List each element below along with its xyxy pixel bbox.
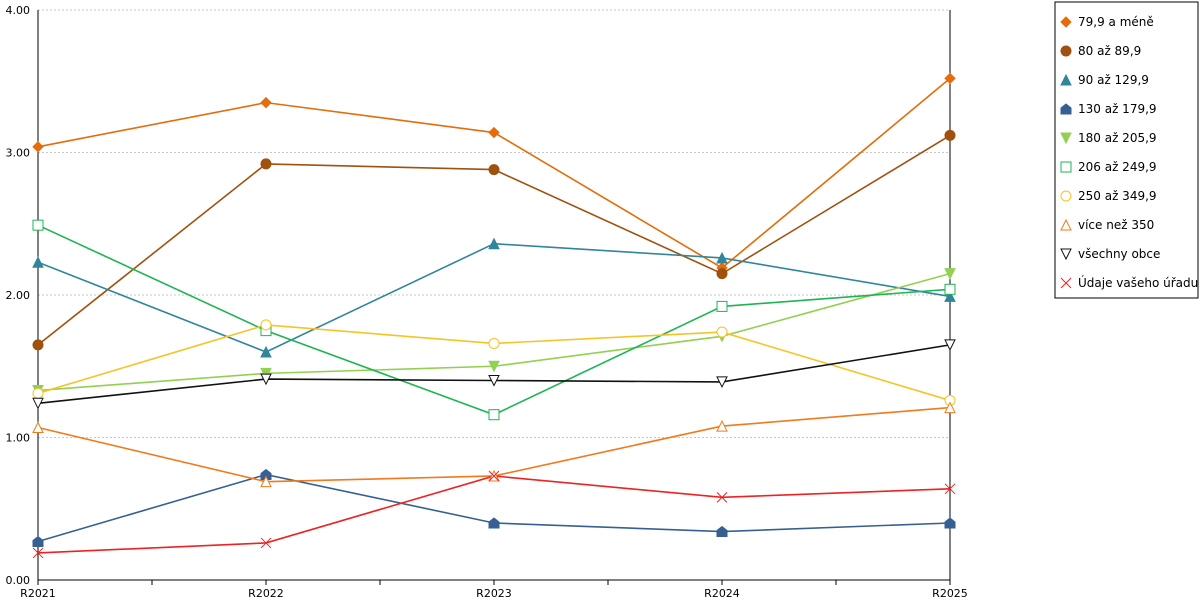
data-point bbox=[488, 360, 500, 373]
data-point bbox=[488, 337, 500, 349]
data-point bbox=[488, 409, 500, 421]
x-tick-label: R2021 bbox=[20, 587, 56, 600]
data-point bbox=[32, 387, 44, 399]
legend-label: 130 až 179,9 bbox=[1078, 102, 1157, 116]
x-tick-label: R2024 bbox=[704, 587, 740, 600]
data-point bbox=[260, 373, 272, 386]
data-point bbox=[716, 491, 728, 503]
data-point bbox=[944, 283, 956, 295]
data-point bbox=[32, 339, 44, 351]
x-stroke bbox=[716, 491, 728, 503]
data-point bbox=[716, 376, 728, 389]
legend-marker bbox=[1060, 218, 1072, 231]
data-point bbox=[32, 421, 44, 434]
data-point bbox=[260, 367, 272, 380]
legend-marker bbox=[1060, 45, 1072, 57]
data-point bbox=[944, 72, 956, 85]
x-tick-label: R2025 bbox=[932, 587, 968, 600]
data-point bbox=[716, 268, 728, 280]
data-point bbox=[32, 256, 44, 268]
legend-marker bbox=[1060, 248, 1072, 261]
data-point bbox=[32, 219, 44, 231]
legend-marker bbox=[1060, 16, 1072, 28]
x-stroke bbox=[1060, 277, 1072, 289]
data-point bbox=[716, 300, 728, 312]
x-tick-label: R2022 bbox=[248, 587, 284, 600]
legend-marker bbox=[1060, 277, 1072, 289]
legend-marker bbox=[1060, 103, 1072, 115]
data-point bbox=[944, 290, 956, 302]
x-stroke bbox=[944, 483, 956, 495]
data-point bbox=[944, 268, 956, 280]
data-point bbox=[260, 96, 272, 109]
data-point bbox=[32, 535, 44, 548]
y-tick-label: 1.00 bbox=[6, 432, 31, 445]
data-point bbox=[488, 470, 500, 482]
series-line bbox=[37, 473, 951, 543]
y-tick-label: 4.00 bbox=[6, 4, 31, 17]
x-tick-label: R2023 bbox=[476, 587, 512, 600]
series-line bbox=[37, 242, 951, 353]
data-point bbox=[488, 126, 500, 139]
legend-label: 79,9 a méně bbox=[1078, 15, 1154, 29]
legend-label: všechny obce bbox=[1078, 247, 1160, 261]
legend-marker bbox=[1060, 190, 1072, 202]
series-line bbox=[37, 272, 951, 392]
data-point bbox=[488, 375, 500, 387]
legend-label: 206 až 249,9 bbox=[1078, 160, 1157, 174]
x-stroke bbox=[488, 470, 500, 482]
legend-marker bbox=[1060, 132, 1072, 145]
data-point bbox=[260, 319, 272, 331]
data-point bbox=[260, 345, 272, 358]
data-point bbox=[716, 326, 728, 338]
legend-box bbox=[1054, 1, 1199, 299]
data-point bbox=[488, 164, 500, 176]
data-point bbox=[260, 537, 272, 549]
data-point bbox=[944, 483, 956, 495]
legend-label: 80 až 89,9 bbox=[1078, 44, 1141, 58]
legend-label: 180 až 205,9 bbox=[1078, 131, 1157, 145]
data-point bbox=[716, 251, 728, 264]
data-point bbox=[32, 397, 44, 410]
y-tick-label: 2.00 bbox=[6, 289, 31, 302]
data-point bbox=[32, 141, 44, 153]
y-tick-label: 3.00 bbox=[6, 147, 31, 160]
data-point bbox=[944, 517, 956, 529]
data-point bbox=[716, 525, 728, 538]
x-stroke bbox=[32, 547, 44, 559]
legend-label: Údaje vašeho úřadu bbox=[1078, 275, 1198, 290]
legend-marker bbox=[1060, 161, 1072, 173]
data-point bbox=[944, 339, 956, 351]
data-point bbox=[260, 475, 272, 488]
legend-label: 90 až 129,9 bbox=[1078, 73, 1149, 87]
data-point bbox=[32, 547, 44, 559]
series-line bbox=[37, 475, 951, 554]
legend-label: 250 až 349,9 bbox=[1078, 189, 1157, 203]
legend-label: více než 350 bbox=[1078, 218, 1154, 232]
data-point bbox=[944, 129, 956, 141]
data-point bbox=[488, 517, 500, 529]
y-tick-label: 0.00 bbox=[6, 574, 31, 587]
data-point bbox=[260, 158, 272, 170]
data-point bbox=[944, 401, 956, 414]
series-line bbox=[37, 344, 951, 405]
data-point bbox=[488, 237, 500, 250]
x-stroke bbox=[260, 537, 272, 549]
legend-marker bbox=[1060, 73, 1072, 86]
data-point bbox=[716, 419, 728, 432]
